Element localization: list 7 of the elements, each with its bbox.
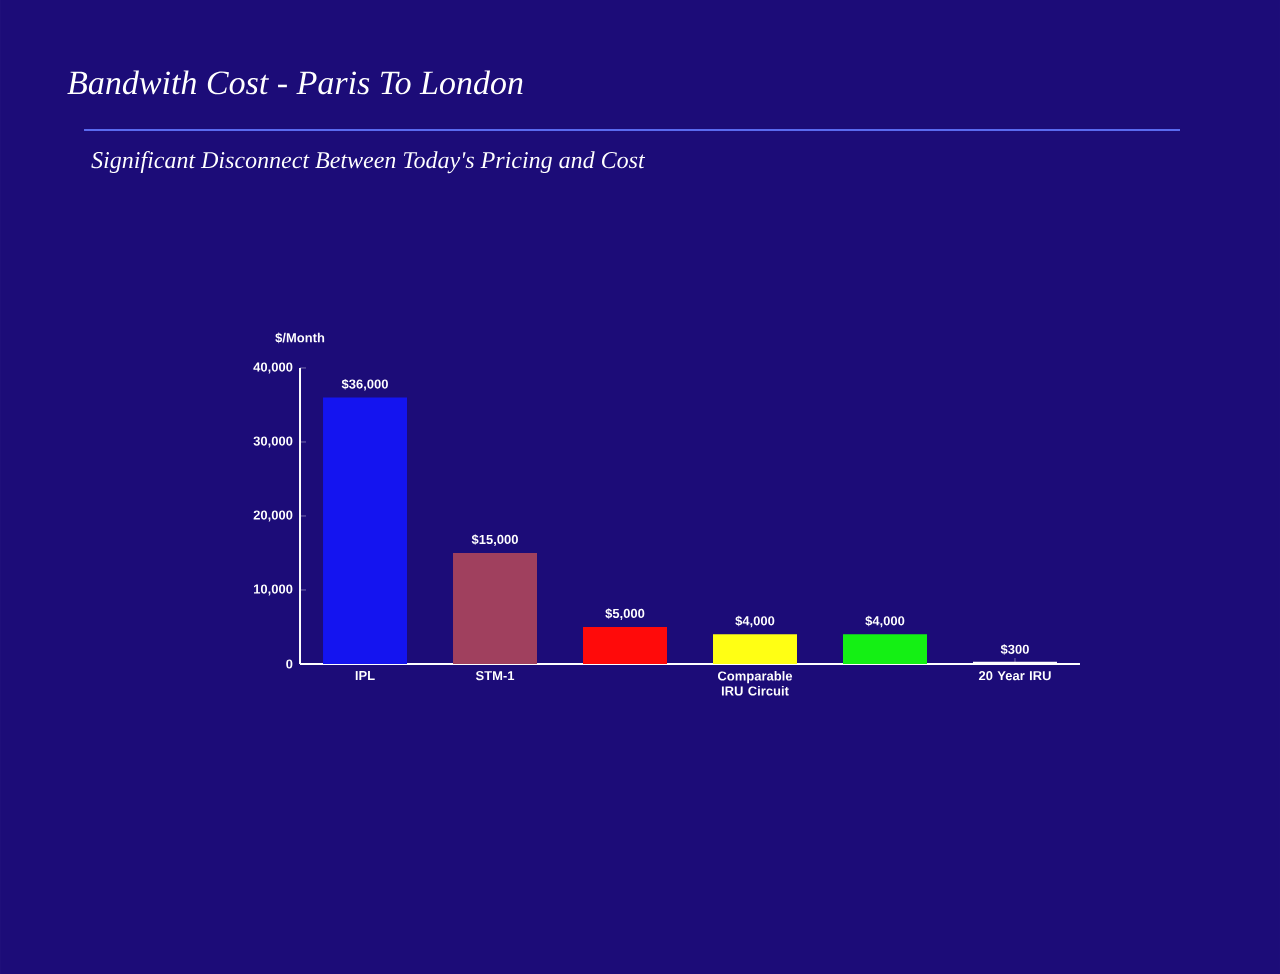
bar (713, 634, 797, 664)
bar (453, 552, 538, 664)
bar (583, 626, 668, 664)
chart-subtitle: Significant Disconnect Between Today's Pricing and Cost (91, 151, 646, 174)
bar (323, 397, 408, 664)
bar (842, 634, 927, 664)
chart-title: Bandwith Cost - Paris To London (67, 70, 523, 95)
